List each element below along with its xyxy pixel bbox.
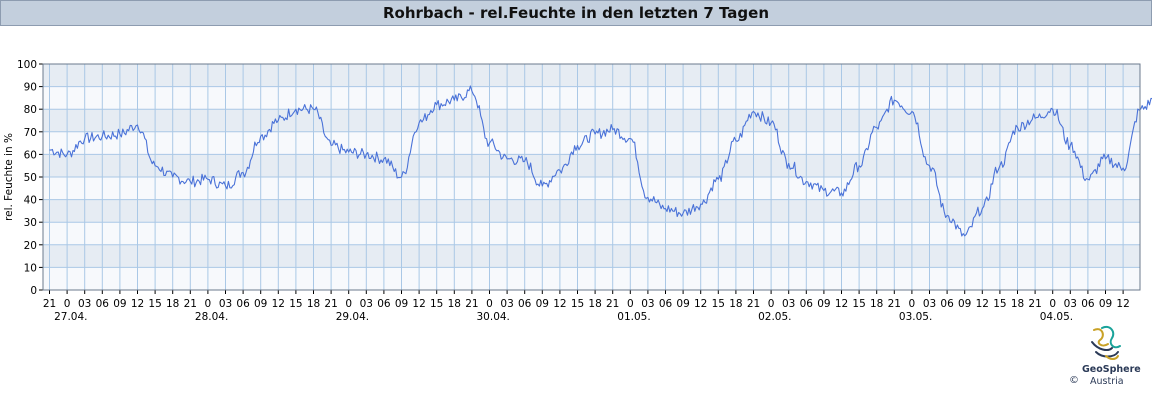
- plot-frame: [42, 63, 1141, 291]
- grid-band: [43, 154, 1140, 177]
- y-axis-label: rel. Feuchte in %: [3, 133, 15, 221]
- y-tick-label: 90: [24, 82, 37, 94]
- x-tick-label: 21: [747, 298, 760, 310]
- x-date-label: 28.04.: [195, 311, 228, 323]
- x-tick-label: 09: [676, 298, 689, 310]
- y-tick-label: 80: [24, 104, 37, 116]
- x-tick-label: 12: [1116, 298, 1129, 310]
- x-tick-label: 12: [694, 298, 707, 310]
- x-tick-label: 09: [113, 298, 126, 310]
- x-tick-label: 0: [64, 298, 71, 310]
- chart-title: Rohrbach - rel.Feuchte in den letzten 7 …: [382, 4, 770, 22]
- x-tick-label: 12: [835, 298, 848, 310]
- x-date-label: 03.05.: [899, 311, 932, 323]
- x-tick-label: 03: [782, 298, 795, 310]
- x-tick-label: 03: [641, 298, 654, 310]
- x-tick-label: 21: [606, 298, 619, 310]
- x-tick-label: 06: [236, 298, 250, 310]
- x-tick-label: 0: [205, 298, 212, 310]
- x-tick-label: 18: [166, 298, 179, 310]
- x-tick-label: 12: [131, 298, 144, 310]
- y-tick-label: 10: [24, 262, 37, 274]
- x-tick-label: 18: [870, 298, 883, 310]
- y-tick-label: 0: [30, 285, 37, 297]
- x-tick-label: 03: [923, 298, 936, 310]
- x-tick-label: 06: [518, 298, 532, 310]
- logo-subtitle: Austria: [1090, 376, 1124, 387]
- x-tick-label: 18: [1011, 298, 1024, 310]
- y-tick-label: 100: [17, 59, 37, 71]
- x-tick-label: 06: [940, 298, 954, 310]
- x-tick-label: 21: [465, 298, 478, 310]
- x-tick-label: 09: [395, 298, 408, 310]
- y-tick-label: 40: [24, 195, 37, 207]
- x-tick-label: 03: [219, 298, 232, 310]
- x-date-label: 27.04.: [54, 311, 87, 323]
- x-date-label: 01.05.: [617, 311, 650, 323]
- x-tick-label: 15: [430, 298, 443, 310]
- x-tick-label: 06: [659, 298, 673, 310]
- x-tick-label: 09: [1099, 298, 1112, 310]
- x-date-label: 29.04.: [336, 311, 369, 323]
- x-date-label: 04.05.: [1040, 311, 1073, 323]
- x-tick-label: 12: [272, 298, 285, 310]
- x-tick-label: 18: [448, 298, 461, 310]
- x-date-label: 30.04.: [477, 311, 510, 323]
- x-tick-label: 09: [958, 298, 971, 310]
- grid-band: [43, 64, 1140, 87]
- x-tick-label: 06: [1081, 298, 1095, 310]
- x-tick-label: 0: [909, 298, 916, 310]
- x-tick-label: 09: [254, 298, 267, 310]
- x-tick-label: 09: [536, 298, 549, 310]
- x-tick-label: 0: [768, 298, 775, 310]
- x-tick-label: 03: [78, 298, 91, 310]
- grid-band: [43, 199, 1140, 223]
- x-tick-label: 15: [289, 298, 302, 310]
- y-tick-label: 60: [24, 149, 37, 161]
- x-tick-label: 18: [307, 298, 320, 310]
- x-tick-label: 15: [148, 298, 161, 310]
- grid-band: [43, 109, 1140, 132]
- x-tick-label: 03: [500, 298, 513, 310]
- x-tick-label: 12: [976, 298, 989, 310]
- humidity-series-line: [49, 85, 1152, 237]
- logo-name: GeoSphere: [1082, 364, 1141, 375]
- x-tick-label: 15: [571, 298, 584, 310]
- x-tick-label: 0: [345, 298, 352, 310]
- x-tick-label: 12: [412, 298, 425, 310]
- x-tick-label: 03: [1064, 298, 1077, 310]
- x-tick-label: 03: [360, 298, 373, 310]
- x-tick-label: 12: [553, 298, 566, 310]
- y-tick-label: 70: [24, 127, 37, 139]
- x-tick-label: 21: [184, 298, 197, 310]
- x-tick-label: 18: [729, 298, 742, 310]
- x-tick-label: 15: [712, 298, 725, 310]
- x-tick-label: 09: [817, 298, 830, 310]
- geosphere-logo-icon: [1091, 326, 1121, 360]
- x-tick-label: 15: [993, 298, 1006, 310]
- x-tick-label: 15: [852, 298, 865, 310]
- x-tick-label: 21: [324, 298, 337, 310]
- x-tick-label: 06: [377, 298, 391, 310]
- grid-band: [43, 244, 1140, 268]
- copyright-mark: ©: [1069, 375, 1079, 386]
- x-tick-label: 0: [1049, 298, 1056, 310]
- y-tick-label: 20: [24, 240, 37, 252]
- x-tick-label: 21: [888, 298, 901, 310]
- x-date-label: 02.05.: [758, 311, 791, 323]
- chart-title-bar: Rohrbach - rel.Feuchte in den letzten 7 …: [0, 0, 1152, 26]
- y-tick-label: 50: [24, 172, 37, 184]
- x-tick-label: 21: [1028, 298, 1041, 310]
- x-tick-label: 0: [486, 298, 493, 310]
- x-tick-label: 06: [800, 298, 814, 310]
- x-tick-label: 0: [627, 298, 634, 310]
- x-tick-label: 06: [96, 298, 110, 310]
- x-tick-label: 21: [43, 298, 56, 310]
- x-tick-label: 18: [588, 298, 601, 310]
- y-tick-label: 30: [24, 217, 37, 229]
